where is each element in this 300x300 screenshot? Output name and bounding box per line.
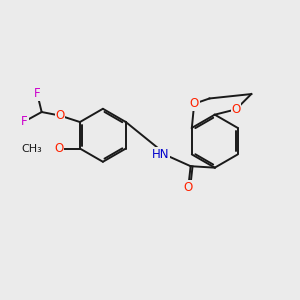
Text: CH₃: CH₃ [22,143,43,154]
Text: O: O [55,109,64,122]
Text: F: F [21,115,28,128]
Text: O: O [231,103,241,116]
Text: F: F [34,87,40,100]
Text: HN: HN [152,148,169,161]
Text: O: O [190,97,199,110]
Text: O: O [54,142,63,155]
Text: O: O [184,181,193,194]
